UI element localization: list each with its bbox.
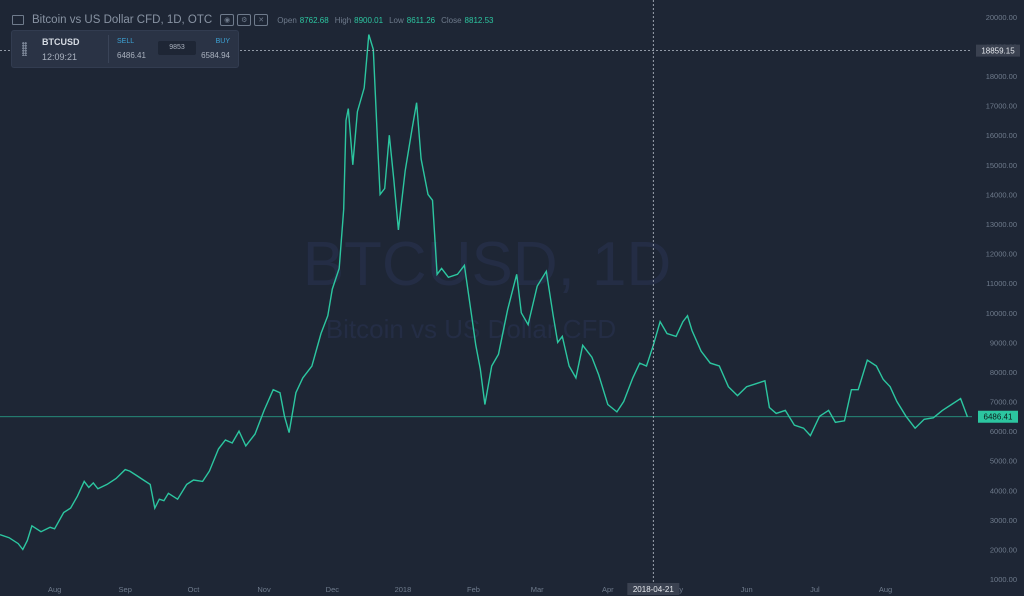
- y-tick-label: 15000.00: [986, 161, 1017, 170]
- crosshair-price-badge: 18859.15: [976, 44, 1020, 57]
- crosshair-price-label: 18859.15: [981, 47, 1015, 56]
- y-tick-label: 4000.00: [990, 486, 1017, 495]
- close-icon[interactable]: ✕: [254, 14, 269, 26]
- open-label: Open: [277, 15, 297, 25]
- quote-panel: BTCUSD 12:09:21 SELL 6486.41 9853 BUY 65…: [12, 31, 238, 67]
- y-tick-label: 11000.00: [986, 279, 1017, 288]
- y-tick-label: 1000.00: [990, 575, 1017, 584]
- x-tick-label: Dec: [326, 585, 340, 594]
- close-label: Close: [441, 15, 462, 25]
- x-tick-label: Aug: [879, 585, 892, 594]
- settings-icon[interactable]: ⚙: [237, 14, 252, 26]
- y-tick-label: 5000.00: [990, 457, 1017, 466]
- y-tick-label: 6000.00: [990, 427, 1017, 436]
- y-tick-label: 10000.00: [986, 309, 1017, 318]
- x-tick-label: Aug: [48, 585, 61, 594]
- last-price-badge: 6486.41: [978, 410, 1018, 423]
- x-tick-label: Apr: [602, 585, 614, 594]
- y-tick-label: 13000.00: [986, 220, 1017, 229]
- x-tick-label: 2018: [395, 585, 412, 594]
- watermark-symbol: BTCUSD, 1D: [303, 230, 672, 299]
- y-axis: 1000.00 2000.00 3000.00 4000.00 5000.00 6000.…: [986, 13, 1017, 584]
- sell-price[interactable]: 6486.41: [117, 51, 146, 60]
- crosshair-date-badge: 2018-04-21: [627, 583, 680, 595]
- high-label: High: [334, 15, 352, 25]
- y-tick-label: 9000.00: [990, 338, 1017, 347]
- y-tick-label: 7000.00: [990, 398, 1017, 407]
- y-tick-label: 12000.00: [986, 250, 1017, 259]
- x-tick-label: Mar: [531, 585, 544, 594]
- y-tick-label: 3000.00: [990, 516, 1017, 525]
- low-value: 8611.26: [406, 15, 436, 25]
- open-value: 8762.68: [299, 15, 329, 25]
- x-tick-label: Oct: [188, 585, 201, 594]
- series-line-btcusd: [0, 34, 969, 551]
- x-tick-label: Jun: [741, 585, 753, 594]
- x-tick-label: Feb: [467, 585, 480, 594]
- chart-title: Bitcoin vs US Dollar CFD, 1D, OTC: [32, 14, 213, 26]
- high-value: 8900.01: [354, 15, 384, 25]
- y-tick-label: 8000.00: [990, 368, 1017, 377]
- chart-icon: [12, 15, 24, 25]
- watermark-name: Bitcoin vs US Dollar CFD: [326, 314, 616, 344]
- y-tick-label: 14000.00: [986, 190, 1017, 199]
- quote-symbol: BTCUSD: [42, 37, 80, 47]
- spread-value: 9853: [158, 41, 196, 55]
- quote-divider: [108, 35, 109, 63]
- x-axis: AugSepOctNovDec2018FebMarAprMayJunJulAug: [48, 585, 892, 594]
- chart-header: Bitcoin vs US Dollar CFD, 1D, OTC ◉ ⚙ ✕ …: [12, 10, 493, 30]
- x-tick-label: Sep: [119, 585, 132, 594]
- last-price-label: 6486.41: [984, 413, 1013, 422]
- x-tick-label: Nov: [257, 585, 271, 594]
- drag-handle-icon[interactable]: [22, 42, 27, 56]
- eye-icon[interactable]: ◉: [220, 14, 235, 26]
- y-tick-label: 20000.00: [986, 13, 1017, 22]
- y-tick-label: 17000.00: [986, 102, 1017, 111]
- x-tick-label: Jul: [810, 585, 820, 594]
- quote-time: 12:09:21: [42, 52, 78, 62]
- low-label: Low: [389, 15, 404, 25]
- buy-button[interactable]: BUY: [215, 38, 230, 45]
- crosshair-date-label: 2018-04-21: [633, 585, 674, 594]
- y-tick-label: 2000.00: [990, 545, 1017, 554]
- buy-price[interactable]: 6584.94: [201, 51, 230, 60]
- sell-button[interactable]: SELL: [117, 38, 135, 45]
- y-tick-label: 18000.00: [986, 72, 1017, 81]
- close-value: 8812.53: [464, 15, 494, 25]
- watermark: BTCUSD, 1D Bitcoin vs US Dollar CFD: [303, 230, 672, 344]
- y-tick-label: 16000.00: [986, 131, 1017, 140]
